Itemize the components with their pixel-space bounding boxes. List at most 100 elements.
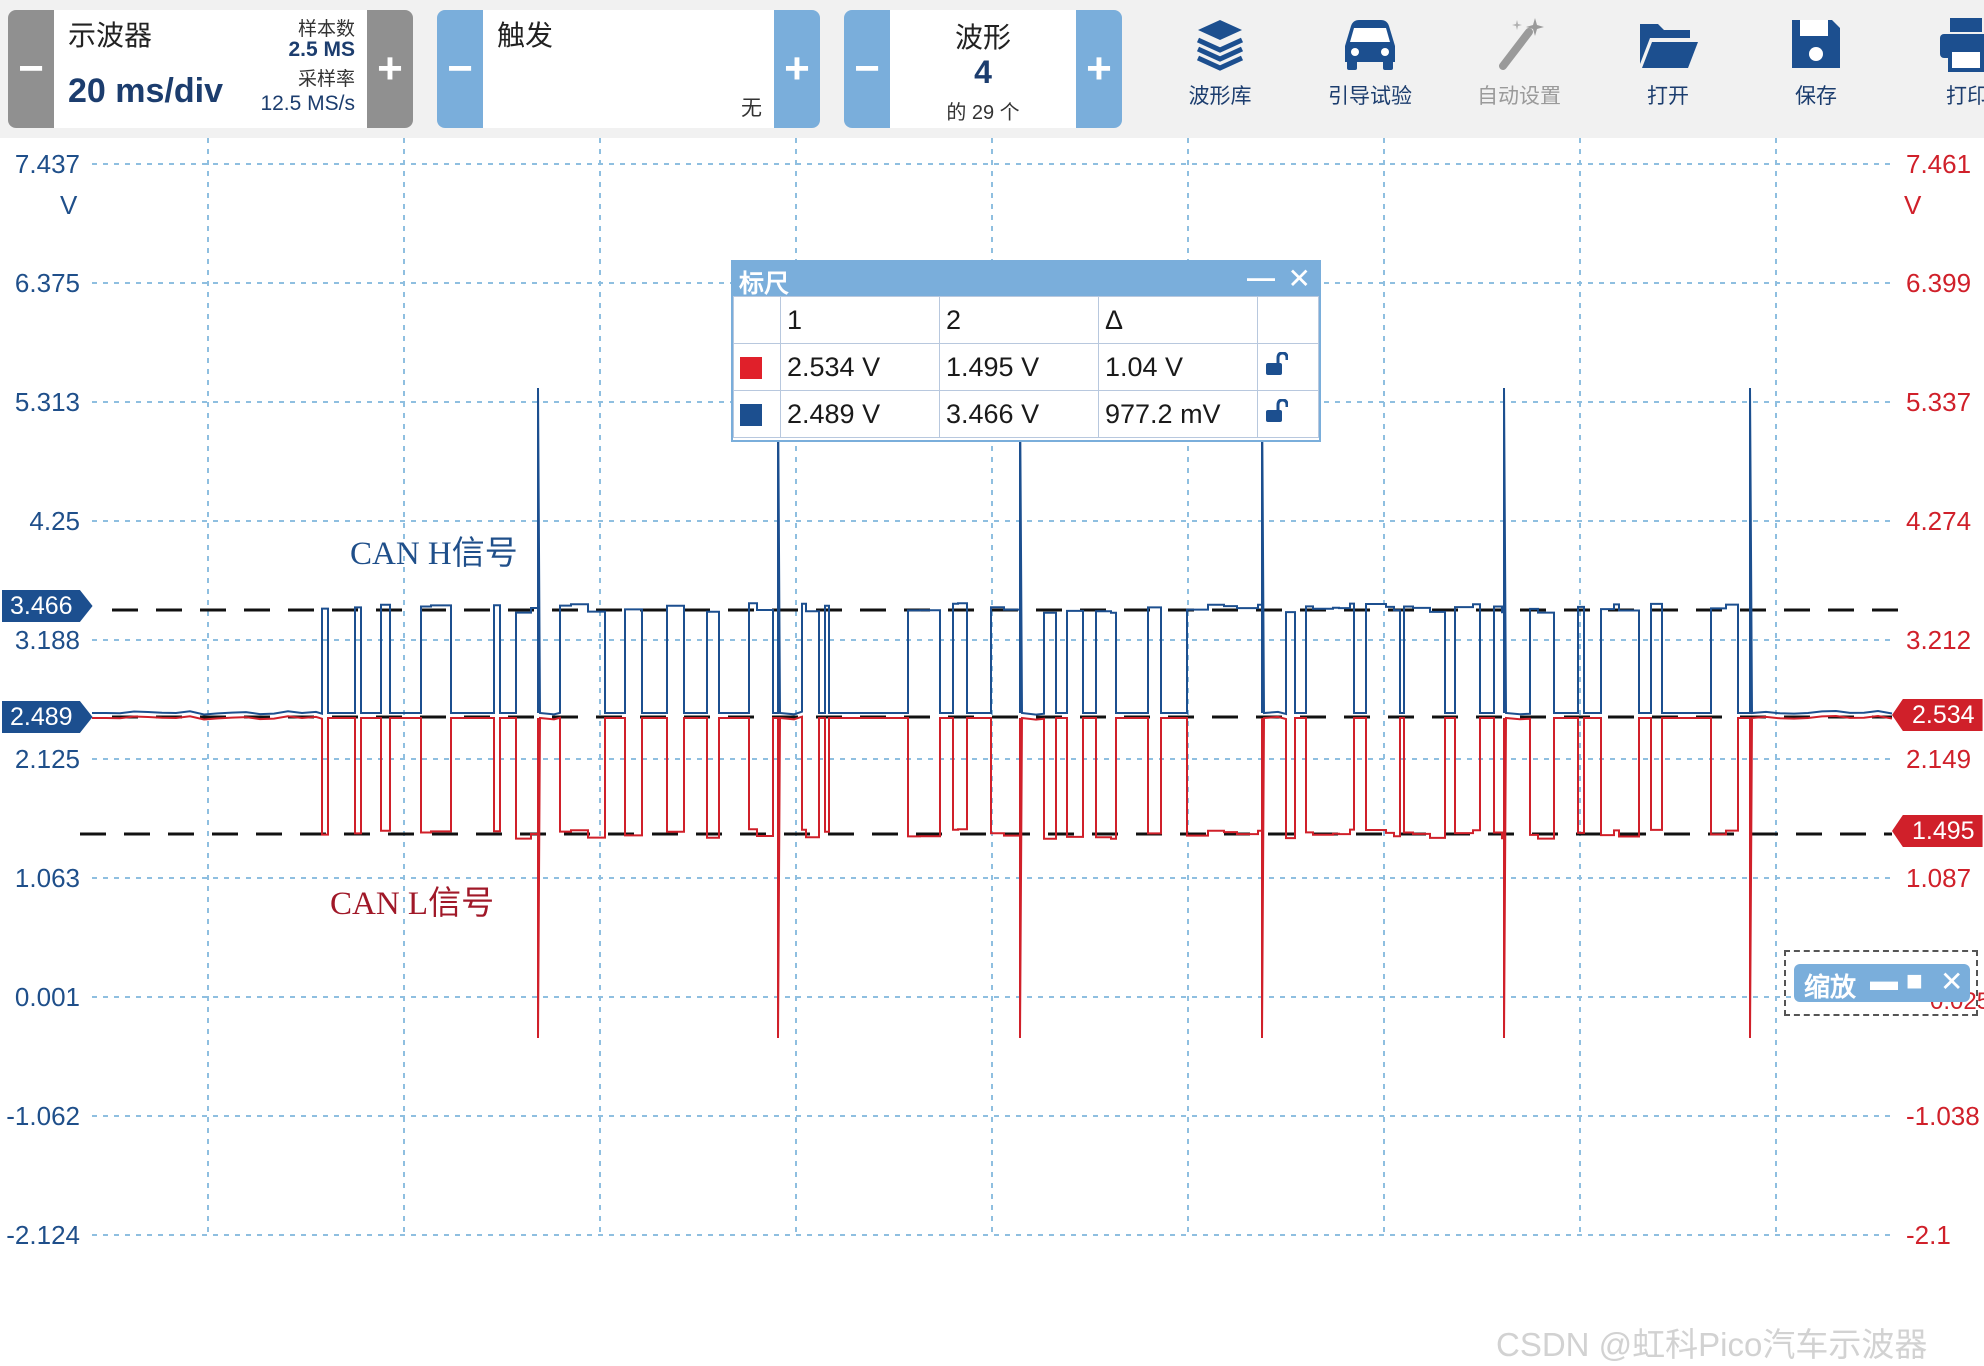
ruler-header-blank [733,296,781,344]
zoom-close-button[interactable]: ✕ [1940,966,1964,997]
left-axis-tick-label: 3.188 [14,625,80,655]
waveform-previous-button[interactable]: − [844,10,890,128]
right-axis-tick-label: 3.212 [1906,625,1972,655]
channel-a-swatch-cell [733,343,781,391]
ruler-marker-right-lower[interactable]: 1.495 [1892,815,1983,847]
scope-waveform-canvas[interactable] [0,138,1984,1237]
trigger-mode-value: 无 [741,97,762,120]
ruler-minimize-button[interactable]: — [1247,262,1275,293]
samples-value: 2.5 MS [288,38,355,61]
zoom-window-title: 缩放 [1804,972,1857,1002]
waveform-next-button[interactable]: + [1076,10,1122,128]
channel-b-color-swatch [740,404,762,427]
ruler-header-2: 2 [939,296,1099,344]
ruler-close-button[interactable]: ✕ [1287,263,1311,294]
zoom-restore-button[interactable]: ■ [1906,965,1923,996]
open-file-label: 打开 [1647,85,1689,108]
save-button[interactable]: 保存 [1756,8,1876,128]
save-label: 保存 [1795,85,1837,108]
unlock-icon[interactable] [1264,350,1289,376]
zoom-overview-window[interactable]: 缩放 ▬ ■ ✕ [1784,950,1978,1016]
right-axis-tick-label: 7.461 [1906,149,1972,179]
channel-b-swatch-cell [733,390,781,438]
channel-a-lock-cell [1257,343,1319,391]
waveform-group: − 波形 4 的 29 个 + [844,10,1122,128]
toolbar: − 示波器 20 ms/div 样本数 2.5 MS 采样率 12.5 MS/s… [0,0,1984,138]
ruler-header-1: 1 [780,296,940,344]
sample-rate-label: 采样率 [297,69,355,90]
waveform-library-label: 波形库 [1188,85,1252,108]
left-axis-tick-label: 6.375 [14,268,80,298]
left-axis-unit: V [60,190,78,220]
channel-b-lock-cell [1257,390,1319,438]
right-axis-tick-label: 5.337 [1906,387,1972,417]
channel-b-delta-value: 977.2 mV [1098,390,1258,438]
ruler-marker-left-lower[interactable]: 2.489 [2,701,93,733]
waveform-number: 4 [974,54,992,90]
printer-icon [1940,18,1984,72]
auto-setup-button[interactable]: 自动设置 [1459,8,1579,128]
trigger-group: − 触发 无 + [437,10,820,128]
left-axis-tick-label: -2.124 [6,1220,80,1250]
car-icon [1345,20,1395,70]
ruler-row-channel-a: 2.534 V 1.495 V 1.04 V [733,343,1319,391]
ruler-marker-left-upper[interactable]: 3.466 [2,590,93,622]
trigger-decrease-button[interactable]: − [437,10,483,128]
ruler-row-channel-b: 2.489 V 3.466 V 977.2 mV [733,390,1319,438]
left-axis-tick-label: 1.063 [14,863,80,893]
trigger-title: 触发 [497,20,554,51]
timebase-decrease-button[interactable]: − [8,10,54,128]
right-axis-tick-label: 1.087 [1906,863,1972,893]
left-axis-tick-label: 4.25 [29,506,80,536]
open-file-button[interactable]: 打开 [1608,8,1728,128]
ruler-header-delta: Δ [1098,296,1258,344]
left-axis-tick-label: 2.125 [14,744,80,774]
scope-timebase-group: − 示波器 20 ms/div 样本数 2.5 MS 采样率 12.5 MS/s… [8,10,413,128]
guided-test-button[interactable]: 引导试验 [1310,8,1430,128]
waveform-panel: 波形 4 的 29 个 [890,10,1076,128]
ruler-window-title: 标尺 [739,270,790,298]
trigger-increase-button[interactable]: + [774,10,820,128]
can-h-annotation: CAN H信号 [350,536,518,572]
ruler-header-lock [1257,296,1319,344]
left-axis-tick-label: -1.062 [6,1101,80,1131]
channel-a-ruler1-value: 2.534 V [780,343,940,391]
ruler-marker-right-upper[interactable]: 2.534 [1892,699,1983,731]
ruler-header-row: 1 2 Δ [733,296,1319,344]
ruler-table: 1 2 Δ 2.534 V 1.495 V 1.04 V 2.489 V 3.4… [733,296,1319,438]
ruler-window: 标尺 — ✕ 1 2 Δ 2.534 V 1.495 V 1.04 V 2 [731,260,1321,442]
right-axis-unit: V [1904,190,1922,220]
channel-b-ruler2-value: 3.466 V [939,390,1099,438]
channel-b-ruler1-value: 2.489 V [780,390,940,438]
waveform-library-button[interactable]: 波形库 [1160,8,1280,128]
right-axis-tick-label: 2.149 [1906,744,1972,774]
ruler-window-titlebar[interactable]: 标尺 — ✕ [733,262,1319,298]
right-axis-tick-label: -2.1 [1906,1220,1951,1250]
waveform-title: 波形 [954,22,1011,53]
folder-open-icon [1640,24,1698,68]
trigger-panel[interactable]: 触发 无 [483,10,774,128]
floppy-disk-icon [1792,20,1840,68]
timebase-increase-button[interactable]: + [367,10,413,128]
library-stack-icon [1196,20,1244,71]
timebase-panel[interactable]: 示波器 20 ms/div 样本数 2.5 MS 采样率 12.5 MS/s [54,10,367,128]
left-axis-tick-label: 0.001 [14,982,80,1012]
channel-a-ruler2-value: 1.495 V [939,343,1099,391]
left-axis-tick-label: 7.437 [14,149,80,179]
print-button[interactable]: 打印 [1904,8,1984,128]
left-axis-tick-label: 5.313 [14,387,80,417]
waveform-total: 的 29 个 [946,102,1020,124]
magic-wand-icon [1499,18,1544,70]
zoom-minimize-button[interactable]: ▬ [1870,965,1898,996]
timebase-value: 20 ms/div [68,72,223,110]
channel-a-delta-value: 1.04 V [1098,343,1258,391]
guided-test-label: 引导试验 [1328,85,1412,108]
samples-label: 样本数 [297,19,355,40]
channel-a-color-swatch [740,357,762,380]
right-axis-tick-label: 4.274 [1906,506,1972,536]
unlock-icon[interactable] [1264,397,1289,423]
can-l-annotation: CAN L信号 [330,886,495,922]
zoom-window-titlebar[interactable]: 缩放 ▬ ■ ✕ [1794,964,1970,1002]
watermark-text: CSDN @虹科Pico汽车示波器 [1496,1326,1928,1363]
right-axis-tick-label: -1.038 [1906,1101,1980,1131]
